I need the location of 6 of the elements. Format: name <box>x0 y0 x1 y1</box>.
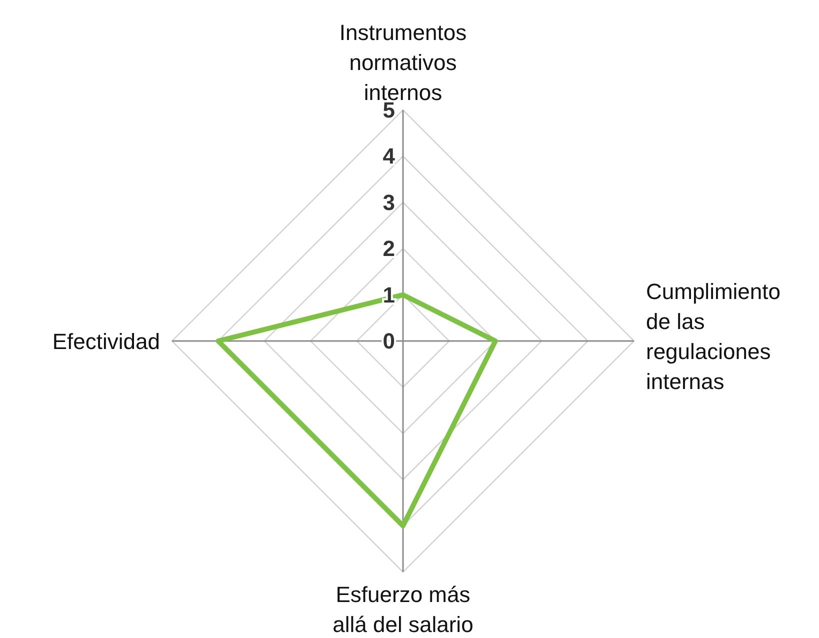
y-tick-label: 4 <box>382 144 396 169</box>
y-tick-label: 2 <box>382 236 395 262</box>
spoke-label: Cumplimiento de las regulaciones internas <box>646 279 780 394</box>
y-tick-label: 3 <box>382 190 395 215</box>
spoke-label: Efectividad <box>52 329 160 354</box>
spoke-label: Esfuerzo más allá del salario <box>332 582 474 637</box>
